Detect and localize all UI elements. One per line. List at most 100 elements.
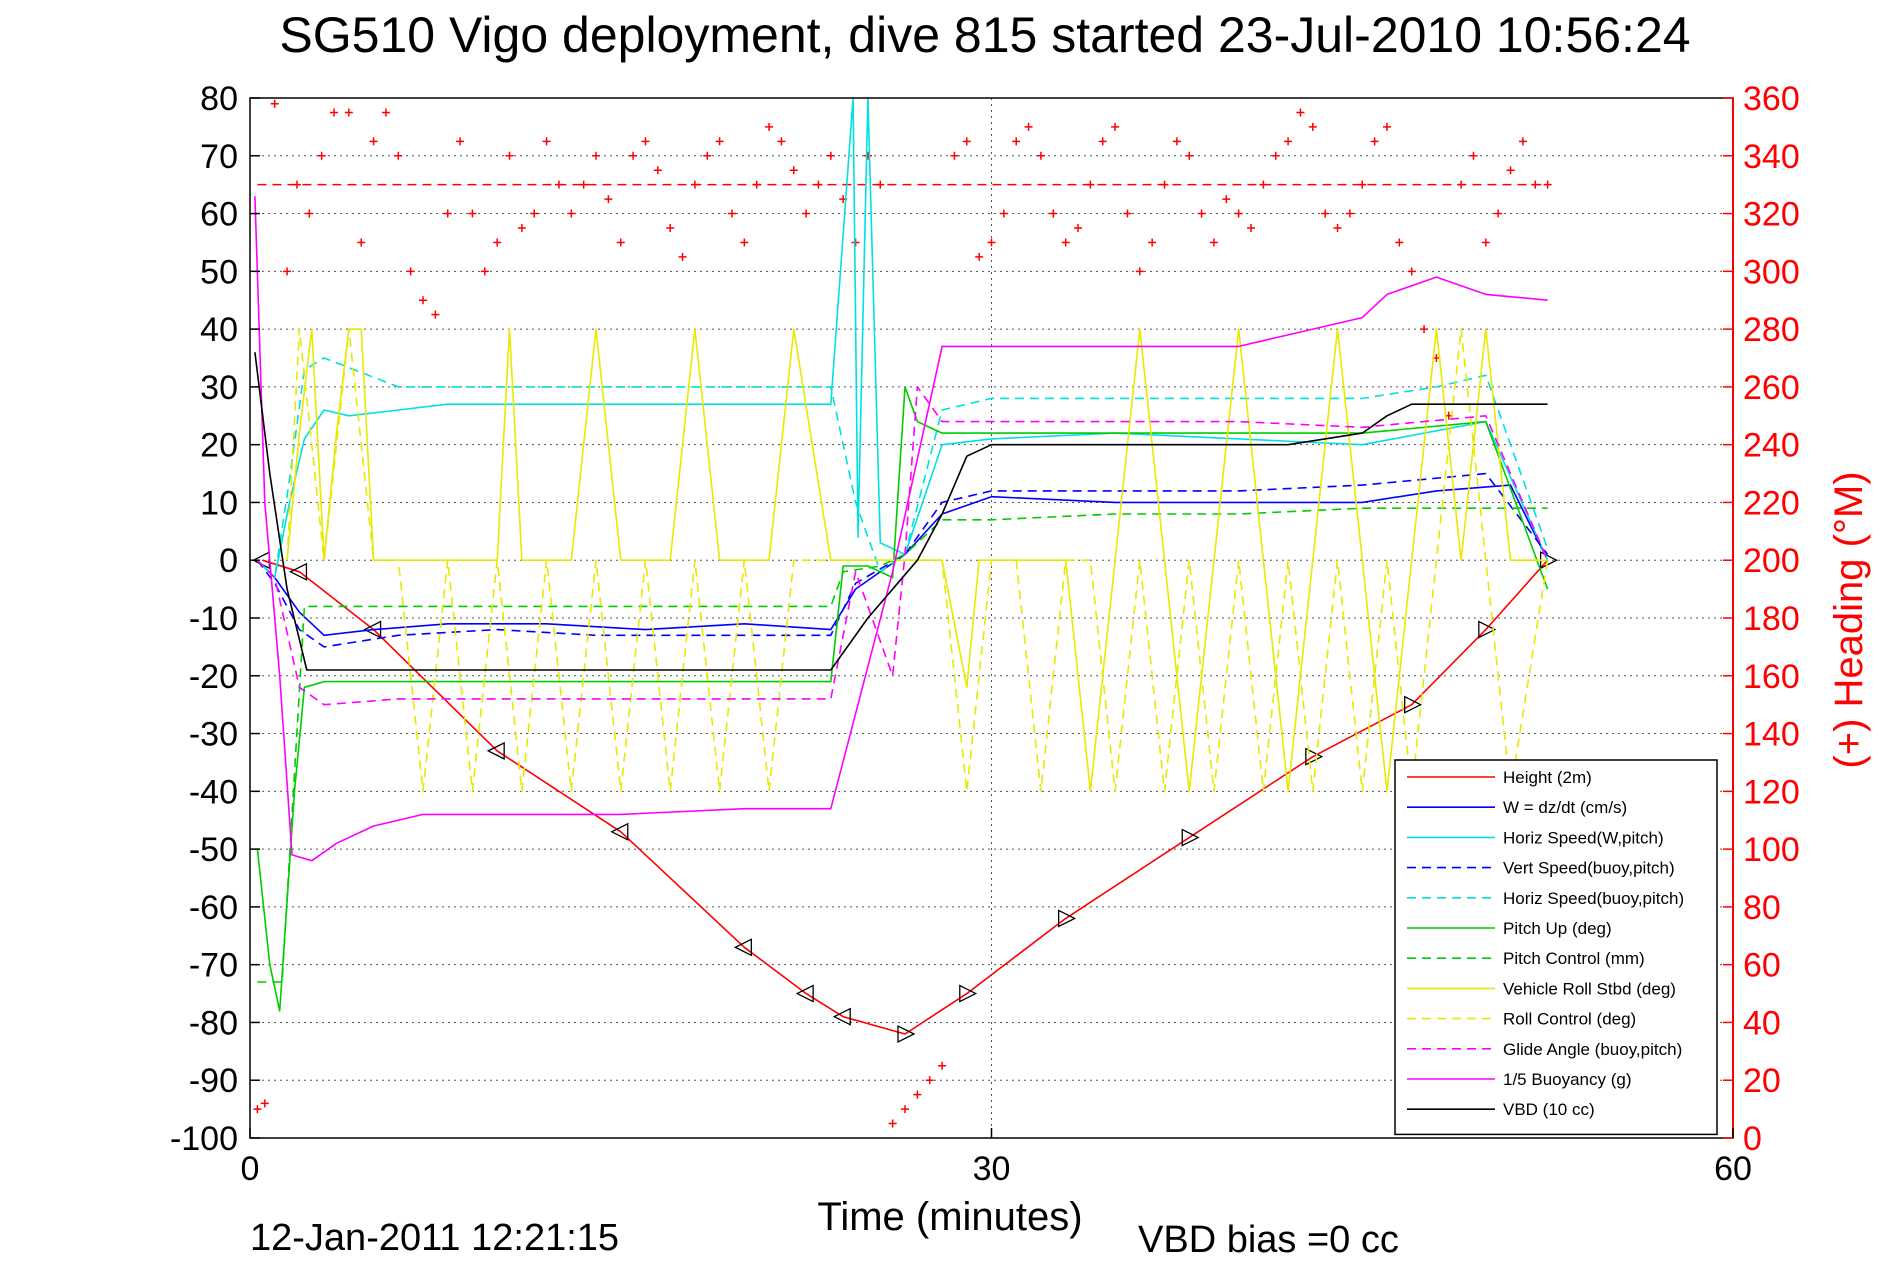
heading-point — [1012, 137, 1021, 146]
y-right-tick-label: 260 — [1743, 369, 1800, 407]
series-line-7 — [286, 328, 1548, 793]
heading-point — [283, 267, 292, 276]
heading-point — [1543, 180, 1552, 189]
heading-point — [789, 166, 798, 175]
vbd-bias-label: VBD bias =0 cc — [1138, 1219, 1399, 1261]
legend: Height (2m) W = dz/dt (cm/s) Horiz Speed(W… — [1394, 759, 1718, 1136]
heading-point — [468, 209, 477, 218]
heading-point — [900, 1105, 909, 1114]
height-point — [897, 1024, 916, 1044]
y-tick-label: -100 — [170, 1120, 238, 1158]
heading-point — [1284, 137, 1293, 146]
heading-point — [1494, 209, 1503, 218]
heading-point — [443, 209, 452, 218]
heading-point — [567, 209, 576, 218]
x-tick-label: 30 — [973, 1150, 1011, 1188]
chart-title: SG510 Vigo deployment, dive 815 started … — [279, 7, 1690, 63]
y-right-tick-label: 160 — [1743, 658, 1800, 696]
heading-point — [703, 151, 712, 160]
heading-point — [394, 151, 403, 160]
heading-point — [678, 252, 687, 261]
heading-point — [629, 151, 638, 160]
heading-point — [1247, 224, 1256, 232]
heading-point — [517, 224, 526, 232]
heading-point — [666, 224, 675, 232]
heading-point — [715, 137, 724, 146]
heading-point — [1098, 137, 1107, 146]
y-tick-label: -40 — [189, 773, 238, 811]
heading-point — [305, 209, 314, 218]
heading-point — [653, 166, 662, 175]
heading-point — [1382, 122, 1391, 131]
legend-entry: Vehicle Roll Stbd (deg) — [1503, 979, 1676, 998]
series-line-6 — [257, 507, 1548, 983]
y-tick-label: -90 — [189, 1062, 238, 1100]
y-tick-label: 30 — [200, 369, 238, 407]
heading-point — [260, 1099, 269, 1108]
y-right-tick-label: 60 — [1743, 947, 1781, 985]
heading-point — [554, 180, 563, 189]
height-point — [1404, 695, 1423, 714]
y-tick-label: -80 — [189, 1004, 238, 1042]
heading-point — [1234, 209, 1243, 218]
heading-point — [727, 209, 736, 218]
heading-point — [542, 137, 551, 146]
heading-point — [999, 209, 1008, 218]
heading-point — [1481, 238, 1490, 247]
heading-point — [851, 238, 860, 247]
heading-point — [1111, 122, 1120, 131]
heading-point — [641, 137, 650, 146]
y-axis-ticks: 80 70 60 50 40 30 20 10 0 -10 -20 -30 -40 -50 -60 -70 -8… — [170, 80, 260, 1158]
legend-entry: Glide Angle (buoy,pitch) — [1503, 1040, 1682, 1059]
heading-point — [975, 252, 984, 261]
heading-point — [1049, 209, 1058, 218]
y-right-tick-label: 340 — [1743, 138, 1800, 176]
legend-entry: Roll Control (deg) — [1503, 1010, 1636, 1029]
heading-point — [1135, 267, 1144, 276]
height-point — [832, 1007, 851, 1026]
right-y-axis-ticks: 3603403203002802602402202001801601401201… — [1723, 80, 1800, 1158]
y-tick-label: 60 — [200, 196, 238, 234]
series-line-3 — [256, 472, 1549, 648]
heading-point — [1531, 180, 1540, 189]
heading-point — [888, 1119, 897, 1128]
y-tick-label: -70 — [189, 947, 238, 985]
heading-point — [690, 180, 699, 189]
heading-point — [950, 151, 959, 160]
heading-point — [1222, 195, 1231, 204]
legend-entry: Pitch Control (mm) — [1503, 949, 1645, 968]
heading-point — [456, 137, 465, 146]
legend-entry: 1/5 Buoyancy (g) — [1503, 1070, 1632, 1089]
height-point — [288, 562, 308, 581]
heading-point — [369, 137, 378, 146]
y-right-tick-label: 180 — [1743, 600, 1800, 638]
heading-point — [292, 180, 301, 189]
heading-point — [1333, 224, 1342, 232]
heading-point — [1296, 108, 1305, 117]
heading-point — [1160, 180, 1169, 189]
heading-point — [962, 137, 971, 146]
y-right-tick-label: 40 — [1743, 1004, 1781, 1042]
heading-point — [406, 267, 415, 276]
height-point — [1478, 620, 1497, 639]
heading-point — [381, 108, 390, 117]
heading-point — [1518, 137, 1527, 146]
series-line-10 — [254, 196, 1548, 862]
heading-point — [1061, 238, 1070, 247]
heading-point — [1209, 238, 1218, 247]
heading-point — [604, 195, 613, 204]
legend-entry: Pitch Up (deg) — [1503, 919, 1612, 938]
heading-point — [431, 310, 440, 319]
y-tick-label: 20 — [200, 427, 238, 465]
y-right-tick-label: 360 — [1743, 80, 1800, 118]
y-tick-label: -20 — [189, 658, 238, 696]
heading-point — [1036, 151, 1045, 160]
heading-point — [1024, 122, 1033, 131]
y-tick-label: 10 — [200, 484, 238, 522]
heading-point — [740, 238, 749, 247]
heading-point — [1407, 267, 1416, 276]
heading-point — [592, 151, 601, 160]
y-right-tick-label: 320 — [1743, 196, 1800, 234]
height-point — [795, 984, 814, 1003]
